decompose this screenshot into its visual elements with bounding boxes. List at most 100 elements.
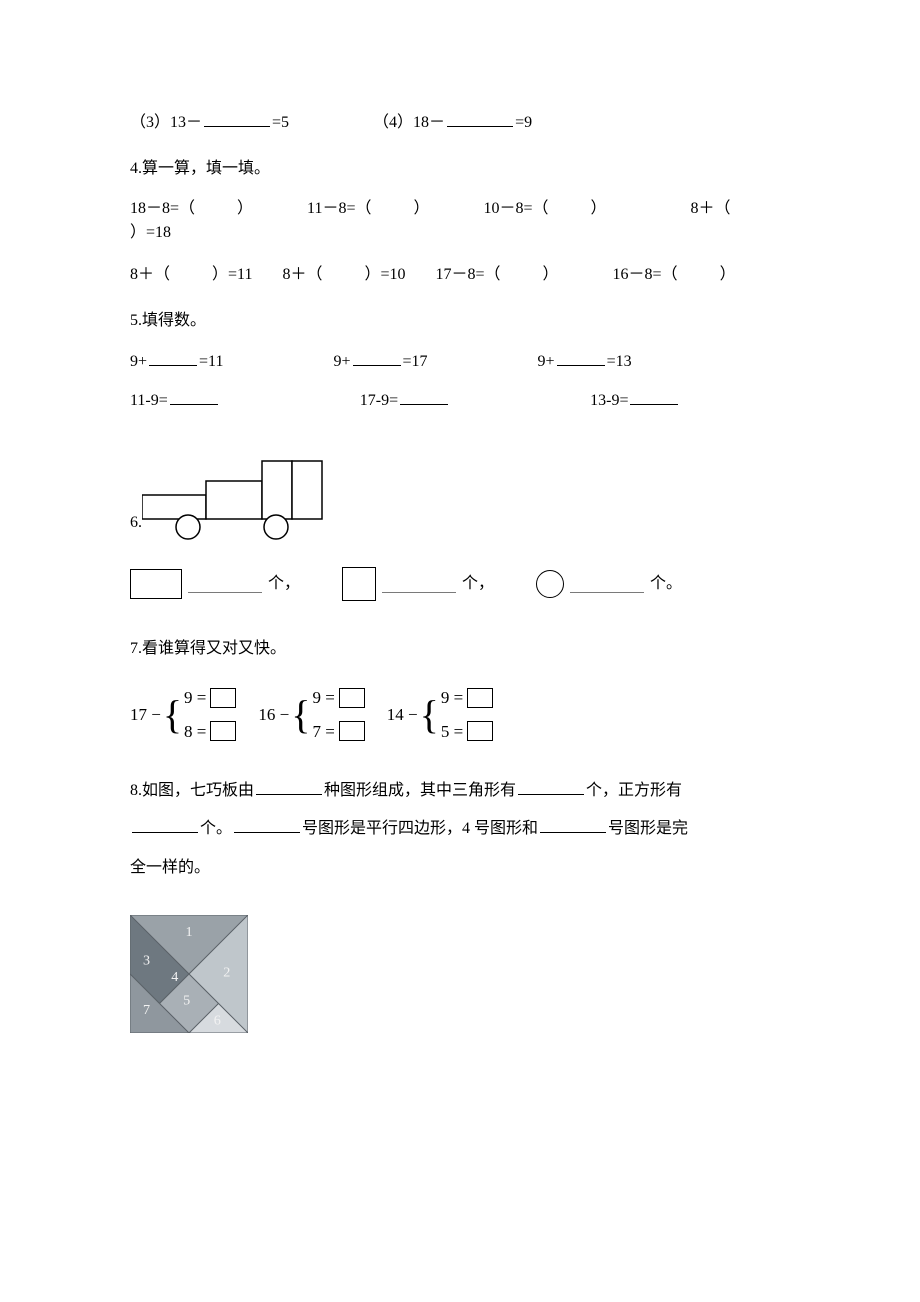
tangram-figure: 1 2 3 45 6 7 <box>130 915 248 1033</box>
q4-r2-a-pre: 8＋（ <box>130 263 170 287</box>
q7-g3-bot: 5 = <box>441 719 463 745</box>
q4-r2-a-post: ）=11 <box>212 263 252 287</box>
svg-text:4: 4 <box>171 969 178 985</box>
svg-text:2: 2 <box>223 965 230 981</box>
q3-item3-suf: =5 <box>272 111 289 135</box>
tangram-svg: 1 2 3 45 6 7 <box>130 915 248 1033</box>
q7-g2-top-box[interactable] <box>339 688 365 708</box>
q4-r1-b-post: ） <box>413 197 429 221</box>
q3-line: （3）13－ =5 （4）18－ =9 <box>130 110 790 135</box>
q7-g1-bot-box[interactable] <box>210 721 236 741</box>
q6-rect-unit: 个， <box>268 572 300 596</box>
q4-row1: 18－8=（） 11－8=（） 10－8=（） 8＋（）=18 <box>130 197 790 245</box>
q5-r1-b2: =17 <box>403 350 428 374</box>
q8-blank4[interactable] <box>234 816 300 833</box>
q7-g3-top-box[interactable] <box>467 688 493 708</box>
q7-title: 7.看谁算得又对又快。 <box>130 637 790 661</box>
q7-g3-top: 9 = <box>441 685 463 711</box>
q5-r1-a: 9+ <box>130 350 147 374</box>
q5-r2-c: 13-9= <box>590 389 628 413</box>
q8-blank5[interactable] <box>540 816 606 833</box>
q8-paragraph: 8.如图，七巧板由种图形组成，其中三角形有个，正方形有 个。号图形是平行四边形，… <box>130 772 790 887</box>
q5-r1-c2: =13 <box>607 350 632 374</box>
rectangle-icon <box>130 569 182 599</box>
brace-icon: { <box>420 695 439 735</box>
q6-sq-blank[interactable] <box>382 576 456 593</box>
q5-r2-c-blank[interactable] <box>630 388 678 405</box>
q3-item4-suf: =9 <box>515 111 532 135</box>
q8-blank3[interactable] <box>132 816 198 833</box>
q4-r2-d-post: ） <box>720 263 736 287</box>
q6-count-row: 个， 个， 个。 <box>130 567 790 601</box>
q4-r2-c-pre: 17－8=（ <box>436 263 501 287</box>
q5-r2-a: 11-9= <box>130 389 168 413</box>
q8-t4: 个。 <box>200 820 232 837</box>
q8-t6: 号图形是完 <box>608 820 688 837</box>
q4-r1-a-pre: 18－8=（ <box>130 197 195 221</box>
q4-r2-c-post: ） <box>543 263 559 287</box>
q6-sq-unit: 个， <box>462 572 494 596</box>
q8-blank1[interactable] <box>256 778 322 795</box>
q6-label: 6. <box>130 511 142 535</box>
q7-g3-lead: 14 − <box>387 702 418 728</box>
brace-icon: { <box>291 695 310 735</box>
q7-g2-lead: 16 − <box>258 702 289 728</box>
q8-t7: 全一样的。 <box>130 859 210 876</box>
q3-item4-pre: （4）18－ <box>373 111 445 135</box>
q7-g1-top: 9 = <box>184 685 206 711</box>
q7-row: 17 − { 9 = 8 = 16 − { 9 = 7 = 14 − { 9 =… <box>130 685 790 744</box>
q6-figure: 6. <box>130 441 790 541</box>
square-icon <box>342 567 376 601</box>
q4-r2-b-post: ）=10 <box>364 263 405 287</box>
q8-t3: 个，正方形有 <box>586 782 682 799</box>
svg-text:1: 1 <box>185 924 192 940</box>
q5-r2-b-blank[interactable] <box>400 388 448 405</box>
q5-r2-a-blank[interactable] <box>170 388 218 405</box>
q7-g1-bot: 8 = <box>184 719 206 745</box>
q3-item3-blank[interactable] <box>204 110 270 127</box>
svg-text:6: 6 <box>214 1013 221 1029</box>
brace-icon: { <box>163 695 182 735</box>
q5-r1-a2: =11 <box>199 350 223 374</box>
q4-r1-c-post: ） <box>591 197 607 221</box>
q5-r1-a-blank[interactable] <box>149 349 197 366</box>
q8-t1: 8.如图，七巧板由 <box>130 782 254 799</box>
svg-text:7: 7 <box>143 1002 150 1018</box>
q5-title: 5.填得数。 <box>130 309 790 333</box>
svg-text:3: 3 <box>143 953 150 969</box>
q3-item3-pre: （3）13－ <box>130 111 202 135</box>
q7-g3-bot-box[interactable] <box>467 721 493 741</box>
q7-g2-bot-box[interactable] <box>339 721 365 741</box>
svg-text:5: 5 <box>183 993 190 1009</box>
q8-blank2[interactable] <box>518 778 584 795</box>
q5-row2: 11-9= 17-9= 13-9= <box>130 388 790 413</box>
q3-item4-blank[interactable] <box>447 110 513 127</box>
circle-icon <box>536 570 564 598</box>
q7-group-3: 14 − { 9 = 5 = <box>387 685 493 744</box>
q7-group-1: 17 − { 9 = 8 = <box>130 685 236 744</box>
q4-r2-d-pre: 16－8=（ <box>613 263 678 287</box>
q4-r1-a-post: ） <box>237 197 253 221</box>
q5-r1-c: 9+ <box>538 350 555 374</box>
q4-row2: 8＋（）=11 8＋（）=10 17－8=（） 16－8=（） <box>130 263 790 287</box>
q4-r1-d-post: ）=18 <box>130 221 171 245</box>
q6-circ-blank[interactable] <box>570 576 644 593</box>
q8-t2: 种图形组成，其中三角形有 <box>324 782 516 799</box>
q4-r1-c-pre: 10－8=（ <box>484 197 549 221</box>
q6-rect-blank[interactable] <box>188 576 262 593</box>
q5-r1-b: 9+ <box>333 350 350 374</box>
q4-title: 4.算一算，填一填。 <box>130 157 790 181</box>
q5-r1-b-blank[interactable] <box>353 349 401 366</box>
truck-diagram <box>142 441 332 541</box>
q7-g2-bot: 7 = <box>312 719 334 745</box>
q5-row1: 9+ =11 9+ =17 9+ =13 <box>130 349 790 374</box>
q4-r1-b-pre: 11－8=（ <box>307 197 371 221</box>
q6-circ-unit: 个。 <box>650 572 682 596</box>
truck-svg <box>142 441 332 541</box>
q5-r1-c-blank[interactable] <box>557 349 605 366</box>
q7-g1-lead: 17 − <box>130 702 161 728</box>
q7-g1-top-box[interactable] <box>210 688 236 708</box>
q7-g2-top: 9 = <box>312 685 334 711</box>
q5-r2-b: 17-9= <box>360 389 398 413</box>
q7-group-2: 16 − { 9 = 7 = <box>258 685 364 744</box>
